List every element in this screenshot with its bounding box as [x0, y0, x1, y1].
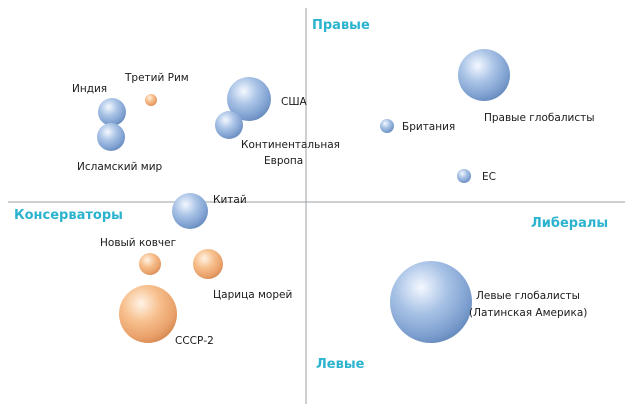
bubble-usa — [227, 77, 271, 121]
bubble-britain — [380, 119, 394, 133]
axis-label-bottom: Левые — [316, 357, 365, 372]
label-eu: ЕС — [482, 171, 496, 183]
bubble-new-ark — [139, 253, 161, 275]
label-britain: Британия — [402, 121, 455, 133]
bubble-china — [172, 193, 208, 229]
bubble-eu — [457, 169, 471, 183]
label-third-rome: Третий Рим — [124, 72, 189, 84]
label-ussr2: СССР-2 — [175, 335, 214, 347]
bubble-queen-of-seas — [193, 249, 223, 279]
label-india: Индия — [72, 83, 107, 95]
bubble-left-globalists — [390, 261, 472, 343]
label-right-globalists: Правые глобалисты — [484, 112, 595, 124]
label-continental-europe-1: Континентальная — [241, 139, 340, 151]
bubble-ussr2 — [119, 285, 177, 343]
bubble-india — [98, 98, 126, 126]
label-new-ark: Новый ковчег — [100, 237, 176, 249]
label-continental-europe-2: Европа — [264, 155, 303, 167]
bubble-third-rome — [145, 94, 157, 106]
bubble-right-globalists — [458, 49, 510, 101]
axis-label-right: Либералы — [531, 216, 608, 231]
label-left-globalists-2: (Латинская Америка) — [469, 307, 587, 319]
axis-label-left: Консерваторы — [14, 208, 123, 223]
bubble-islamic-world — [97, 123, 125, 151]
bubble-continental-europe — [215, 111, 243, 139]
label-usa: США — [281, 96, 308, 108]
label-left-globalists-1: Левые глобалисты — [476, 290, 580, 302]
axis-label-top: Правые — [312, 18, 370, 33]
label-islamic-world: Исламский мир — [77, 161, 163, 173]
label-china: Китай — [213, 194, 247, 206]
label-queen-of-seas: Царица морей — [213, 289, 292, 301]
